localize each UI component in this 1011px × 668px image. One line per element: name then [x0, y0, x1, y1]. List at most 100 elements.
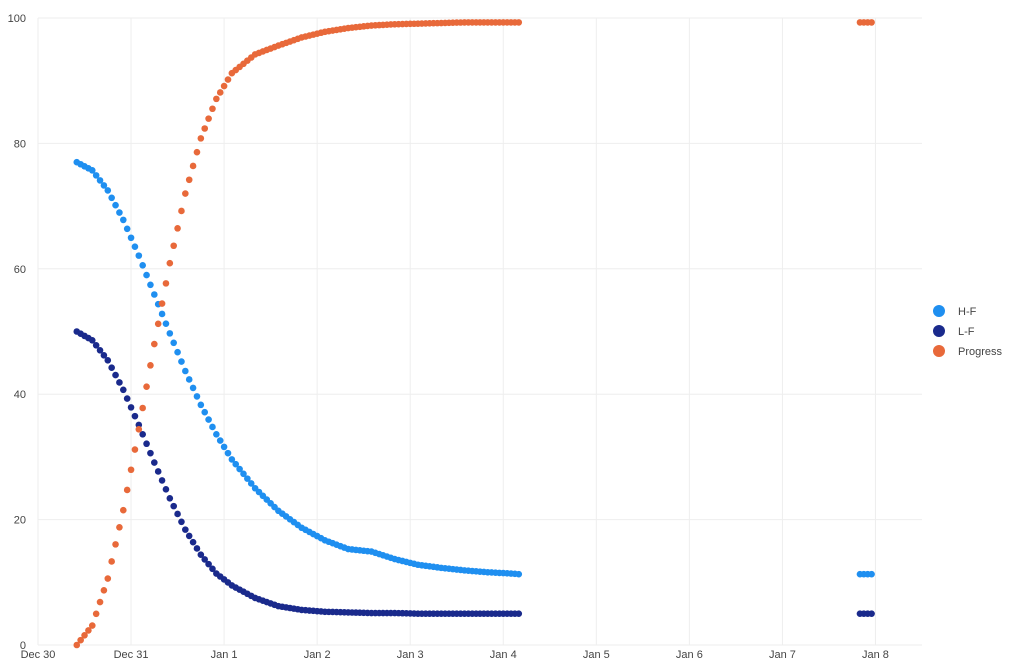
legend-label: Progress: [958, 346, 1003, 358]
data-point: [515, 19, 523, 26]
data-point: [88, 336, 96, 344]
data-point: [92, 341, 100, 349]
legend-marker-icon: [933, 305, 945, 317]
data-point: [119, 386, 127, 394]
data-point: [193, 393, 201, 400]
x-axis-ticks: Dec 30 Dec 31 Jan 1 Jan 2 Jan 3 Jan 4 Jan 5 Jan…: [21, 649, 889, 661]
data-point: [201, 125, 209, 132]
data-point: [228, 456, 236, 463]
data-point: [127, 466, 135, 474]
legend[interactable]: H-F L-F Progress: [933, 305, 1003, 358]
data-point: [213, 95, 220, 103]
data-point: [182, 526, 189, 533]
x-tick-label: Jan 1: [211, 649, 238, 661]
data-point: [174, 225, 181, 232]
data-point: [104, 357, 112, 364]
data-point: [119, 216, 127, 224]
data-point: [158, 477, 166, 484]
data-point: [240, 470, 247, 478]
data-point: [135, 252, 143, 259]
data-point: [193, 545, 201, 552]
data-point: [73, 641, 81, 649]
x-tick-label: Dec 31: [114, 649, 149, 661]
data-point: [170, 242, 178, 250]
y-tick-label: 40: [14, 389, 26, 401]
data-point: [189, 384, 197, 392]
data-point: [162, 320, 170, 327]
data-point: [197, 551, 205, 559]
data-point: [154, 320, 162, 328]
data-point: [166, 330, 174, 337]
data-point: [162, 280, 170, 287]
y-tick-label: 100: [8, 13, 26, 25]
x-tick-label: Jan 4: [490, 649, 517, 661]
data-point: [151, 291, 158, 298]
data-point: [143, 271, 150, 279]
data-point: [174, 348, 181, 356]
legend-label: L-F: [958, 326, 975, 338]
data-point: [123, 395, 131, 402]
data-point: [178, 518, 185, 526]
data-point: [216, 89, 224, 96]
data-point: [96, 347, 104, 354]
data-point: [158, 310, 166, 318]
series-h-f: [73, 158, 875, 578]
data-point: [209, 105, 216, 113]
data-point: [205, 115, 212, 122]
legend-item-l-f[interactable]: L-F: [933, 325, 975, 338]
y-tick-label: 60: [14, 264, 26, 276]
data-point: [85, 627, 92, 634]
data-point: [247, 480, 255, 487]
data-point: [147, 362, 154, 369]
data-point: [182, 367, 189, 375]
data-point: [201, 556, 209, 563]
data-point: [104, 187, 112, 194]
data-point: [77, 636, 84, 644]
data-point: [170, 339, 178, 347]
data-point: [185, 176, 193, 184]
data-point: [123, 225, 131, 233]
data-point: [868, 19, 875, 26]
data-point: [515, 570, 523, 578]
data-point: [88, 167, 96, 174]
data-point: [213, 431, 220, 438]
data-point: [81, 631, 88, 639]
data-point: [96, 598, 104, 606]
data-point: [123, 486, 131, 494]
data-point: [100, 182, 108, 189]
data-point: [189, 538, 197, 546]
y-tick-label: 0: [20, 640, 26, 652]
data-point: [166, 259, 174, 267]
data-points: [73, 19, 875, 649]
data-point: [174, 510, 181, 518]
data-point: [131, 412, 139, 420]
data-point: [100, 352, 108, 359]
data-point: [108, 558, 115, 565]
data-point: [143, 383, 150, 390]
data-point: [224, 76, 232, 83]
legend-marker-icon: [933, 345, 945, 357]
data-point: [147, 281, 154, 289]
data-point: [147, 449, 154, 457]
data-point: [112, 541, 119, 548]
legend-item-progress[interactable]: Progress: [933, 345, 1003, 358]
data-point: [154, 468, 162, 475]
data-point: [178, 207, 185, 215]
data-point: [244, 475, 251, 482]
data-point: [182, 190, 189, 197]
data-point: [108, 194, 115, 202]
data-point: [100, 586, 108, 594]
data-point: [127, 234, 135, 242]
data-point: [119, 506, 127, 514]
series-progress: [73, 19, 875, 649]
legend-item-h-f[interactable]: H-F: [933, 305, 977, 318]
data-point: [127, 404, 135, 411]
data-point: [92, 172, 100, 179]
data-point: [139, 262, 146, 269]
data-point: [868, 610, 875, 617]
data-point: [205, 560, 212, 568]
data-point: [236, 465, 243, 473]
data-point: [104, 575, 112, 582]
x-tick-label: Jan 2: [304, 649, 331, 661]
